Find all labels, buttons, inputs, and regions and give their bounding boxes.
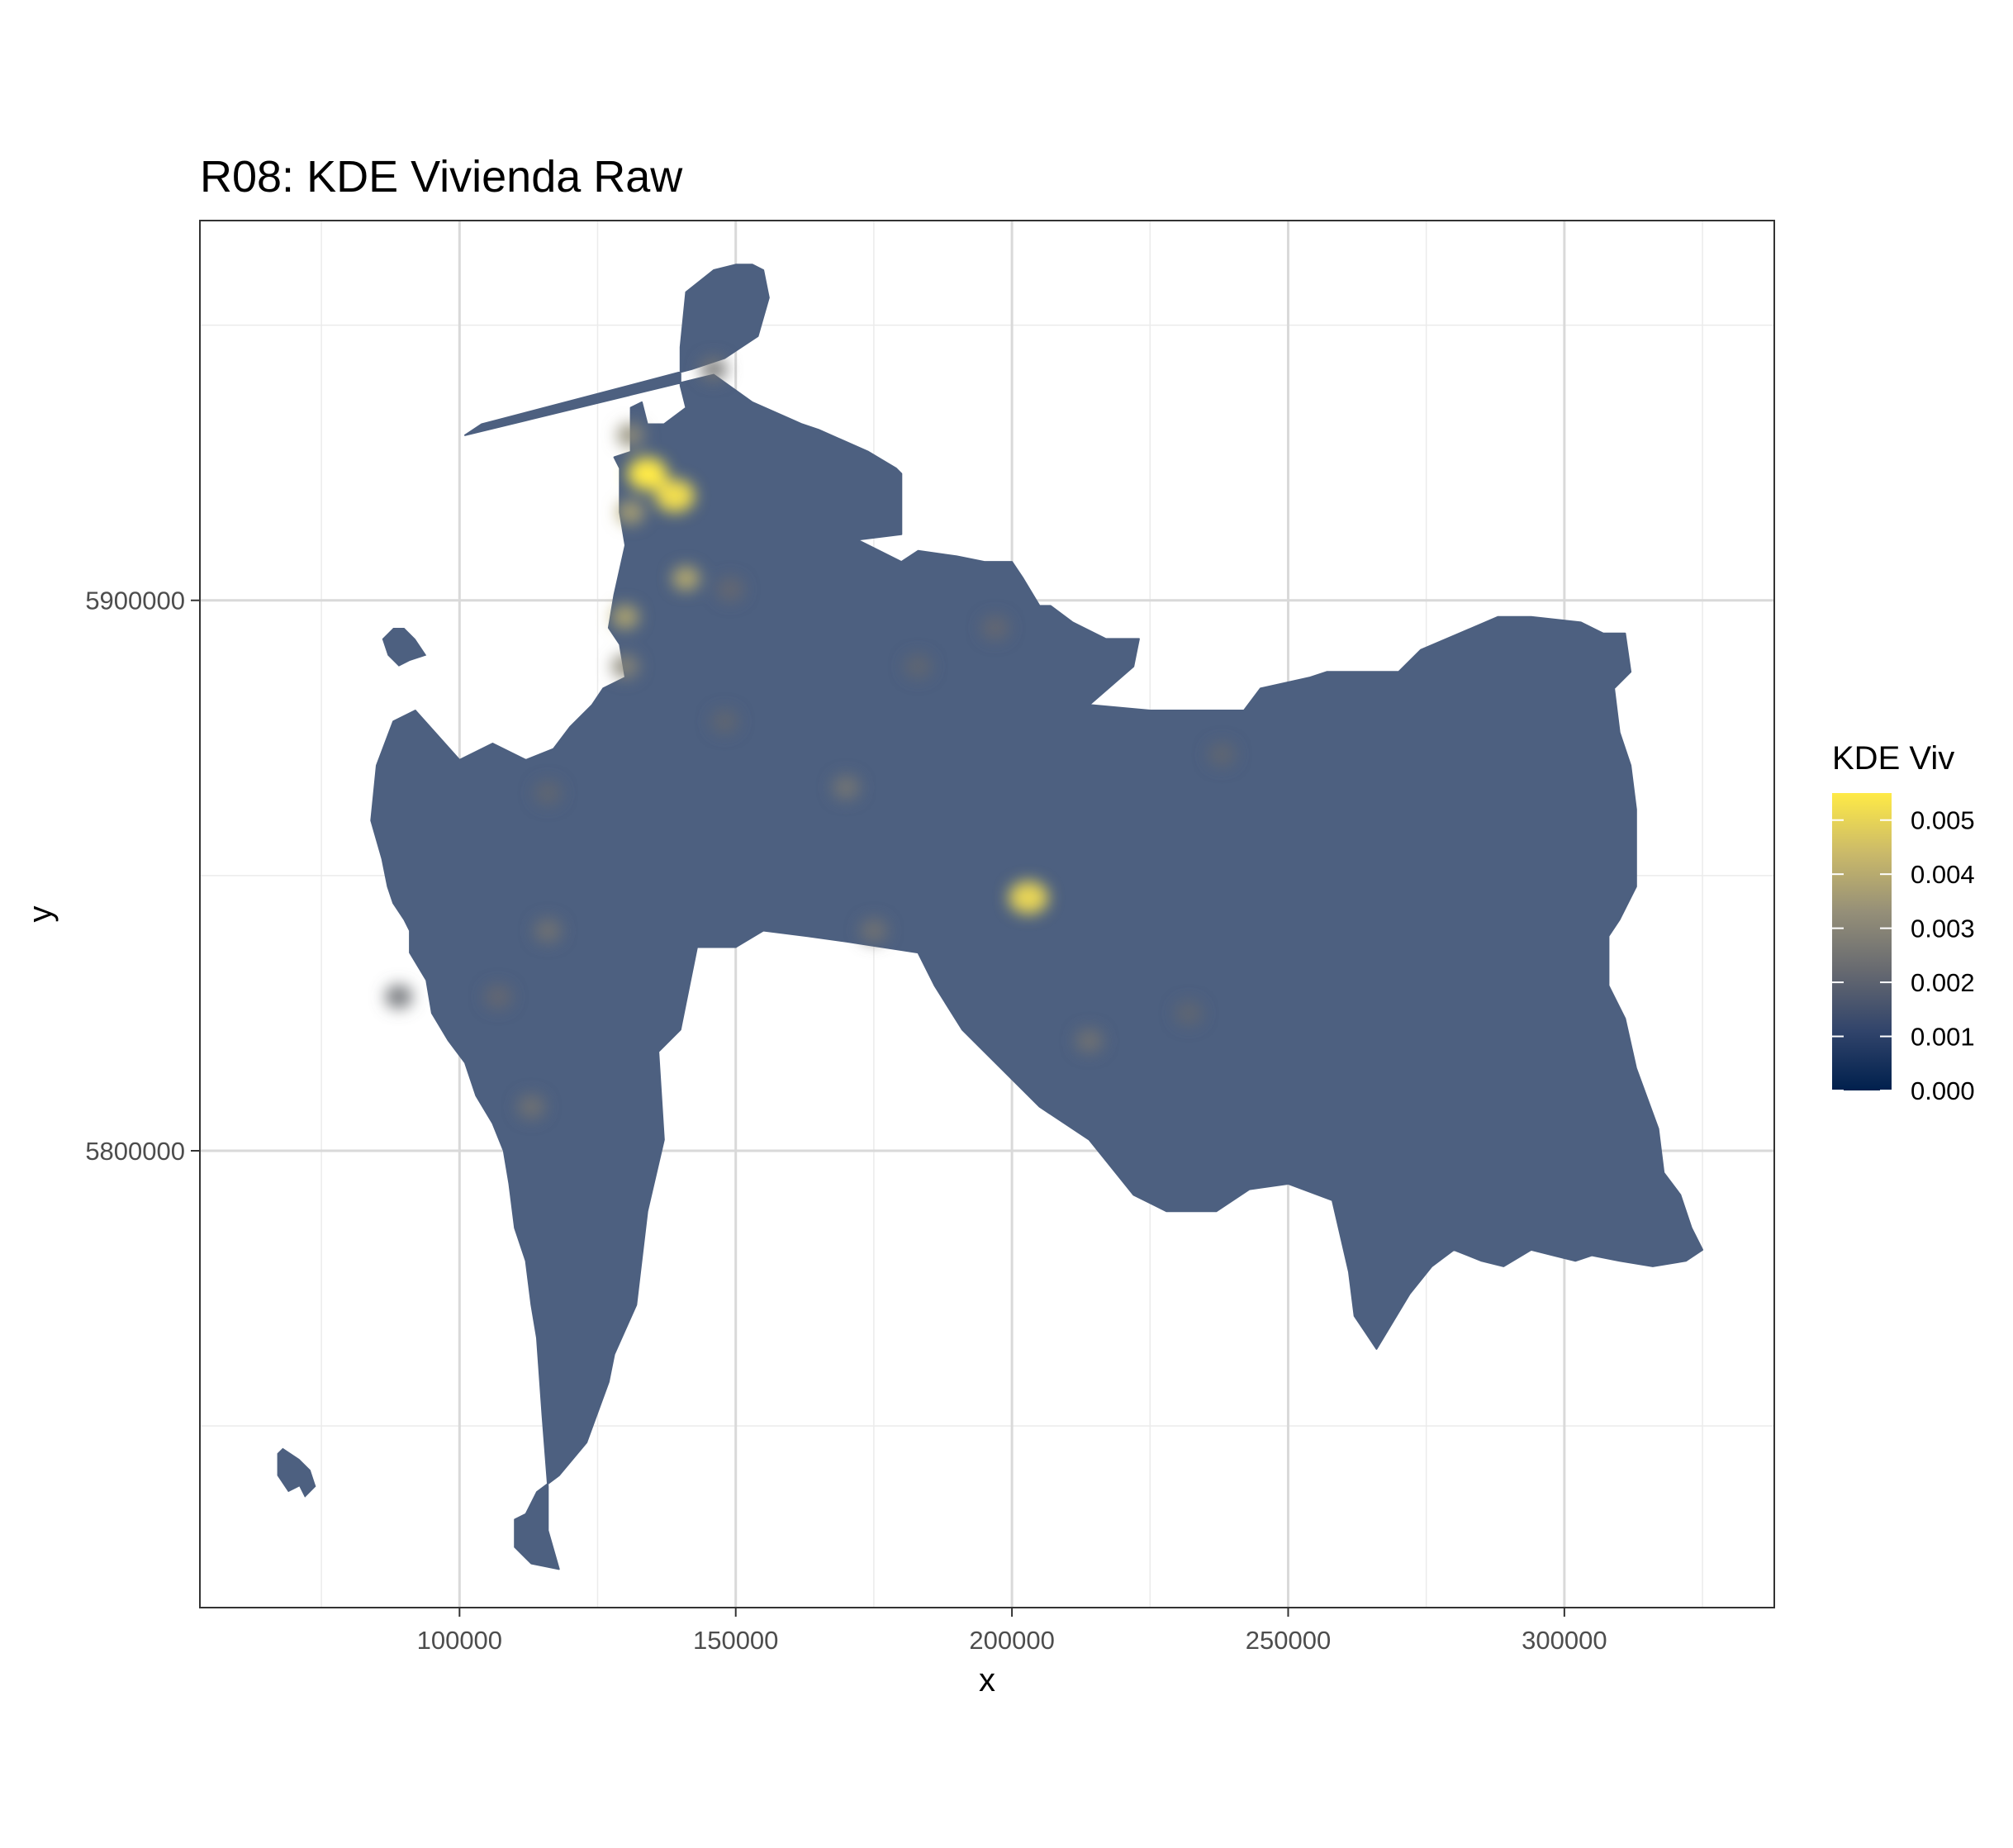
x-tick-label: 250000 (1246, 1626, 1331, 1655)
kde-hotspot (655, 479, 696, 513)
kde-hotspots (384, 356, 1237, 1119)
region-island (277, 1447, 316, 1498)
legend-ticks: 0.000 0.001 0.002 0.003 0.004 0.005 (1832, 806, 1975, 1105)
kde-hotspot (832, 775, 861, 800)
y-tick-label: 5800000 (85, 1137, 185, 1166)
region-shapes (277, 264, 1704, 1570)
kde-hotspot (534, 918, 563, 943)
kde-hotspot (1009, 881, 1049, 914)
kde-hotspot (610, 604, 639, 629)
kde-hotspot (534, 780, 563, 805)
x-tick-label: 300000 (1522, 1626, 1607, 1655)
kde-hotspot (716, 577, 745, 602)
legend-tick-label: 0.005 (1911, 806, 1975, 835)
kde-hotspot (1075, 1028, 1104, 1053)
legend-tick-label: 0.000 (1911, 1076, 1975, 1105)
kde-hotspot (384, 984, 413, 1010)
kde-hotspot (859, 918, 888, 943)
legend-tick-label: 0.001 (1911, 1023, 1975, 1052)
legend-title: KDE Viv (1832, 740, 1954, 777)
kde-hotspot (1208, 742, 1237, 767)
kde-hotspot (904, 653, 933, 679)
legend-tick-label: 0.002 (1911, 968, 1975, 997)
y-tick-label: 5900000 (85, 587, 185, 615)
kde-hotspot (517, 1094, 546, 1119)
legend-tick-label: 0.004 (1911, 860, 1975, 889)
kde-hotspot (627, 457, 667, 491)
kde-hotspot (710, 709, 739, 734)
kde-hotspot (1175, 1000, 1204, 1026)
kde-hotspot (616, 500, 645, 525)
x-tick-label: 150000 (693, 1626, 778, 1655)
x-tick-label: 200000 (969, 1626, 1054, 1655)
legend-colorbar (1832, 793, 1892, 1090)
region-island (382, 628, 427, 667)
x-axis-title: x (979, 1662, 995, 1698)
region-mainland (370, 264, 1704, 1570)
kde-hotspot (484, 984, 513, 1010)
y-axis: 5800000 5900000 (85, 587, 200, 1166)
legend-tick-label: 0.003 (1911, 914, 1975, 943)
kde-hotspot (981, 615, 1010, 641)
x-tick-label: 100000 (417, 1626, 502, 1655)
chart-title: R08: KDE Vivienda Raw (200, 152, 683, 202)
density-map (277, 264, 1704, 1570)
x-axis: 100000 150000 200000 250000 300000 (417, 1608, 1607, 1655)
kde-hotspot (616, 422, 645, 448)
legend: KDE Viv 0.000 0.001 0.002 0.003 0.004 0.005 (1832, 740, 1975, 1105)
kde-hotspot (672, 566, 700, 591)
kde-hotspot (610, 653, 639, 679)
y-axis-title: y (22, 906, 59, 923)
panel-border (199, 220, 1775, 1608)
kde-hotspot (699, 356, 728, 382)
